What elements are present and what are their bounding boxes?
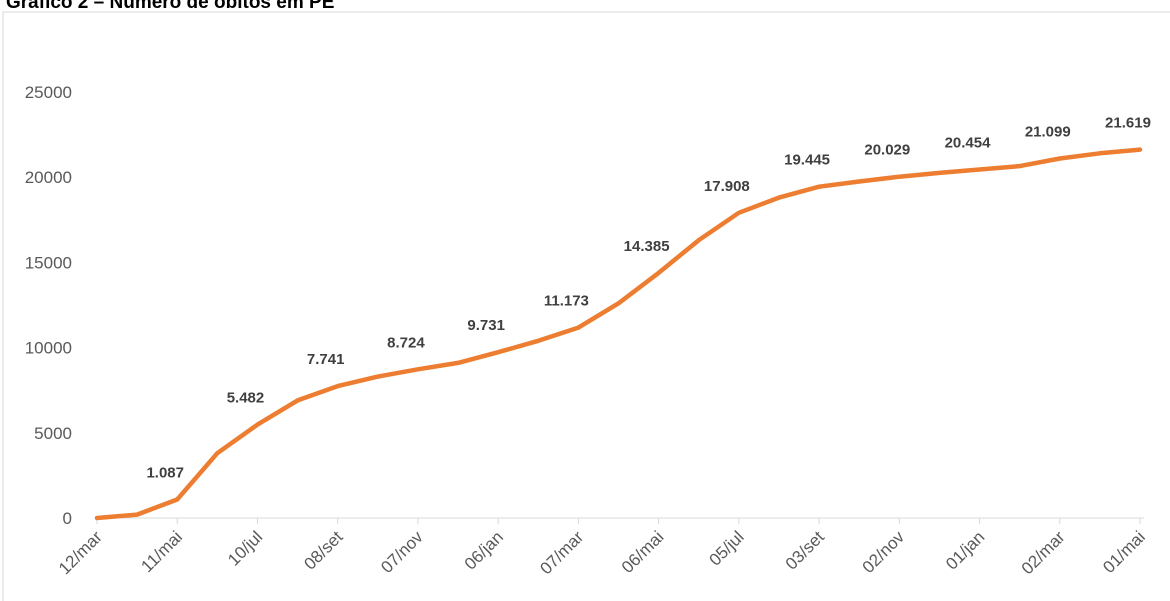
chart-title: Gráfico 2 – Número de óbitos em PE [6,0,334,13]
data-label: 14.385 [624,238,670,255]
data-label: 21.619 [1105,115,1151,132]
data-label: 11.173 [544,293,589,310]
y-tick-label: 15000 [25,253,72,272]
data-label: 17.908 [704,178,750,195]
data-label: 8.724 [387,334,425,351]
chart-border [2,11,1170,601]
data-label: 21.099 [1025,123,1071,140]
y-tick-label: 5000 [34,424,72,443]
data-label: 7.741 [307,351,345,368]
y-tick-label: 20000 [25,168,72,187]
data-label: 9.731 [467,317,505,334]
data-label: 1.087 [146,464,184,481]
data-label: 20.029 [864,142,910,159]
data-label: 20.454 [945,134,992,151]
y-tick-label: 0 [63,509,72,528]
y-tick-label: 10000 [25,339,72,358]
data-label: 5.482 [227,390,265,407]
data-line [94,147,1143,521]
data-label: 19.445 [784,152,830,169]
y-tick-label: 25000 [25,83,72,102]
